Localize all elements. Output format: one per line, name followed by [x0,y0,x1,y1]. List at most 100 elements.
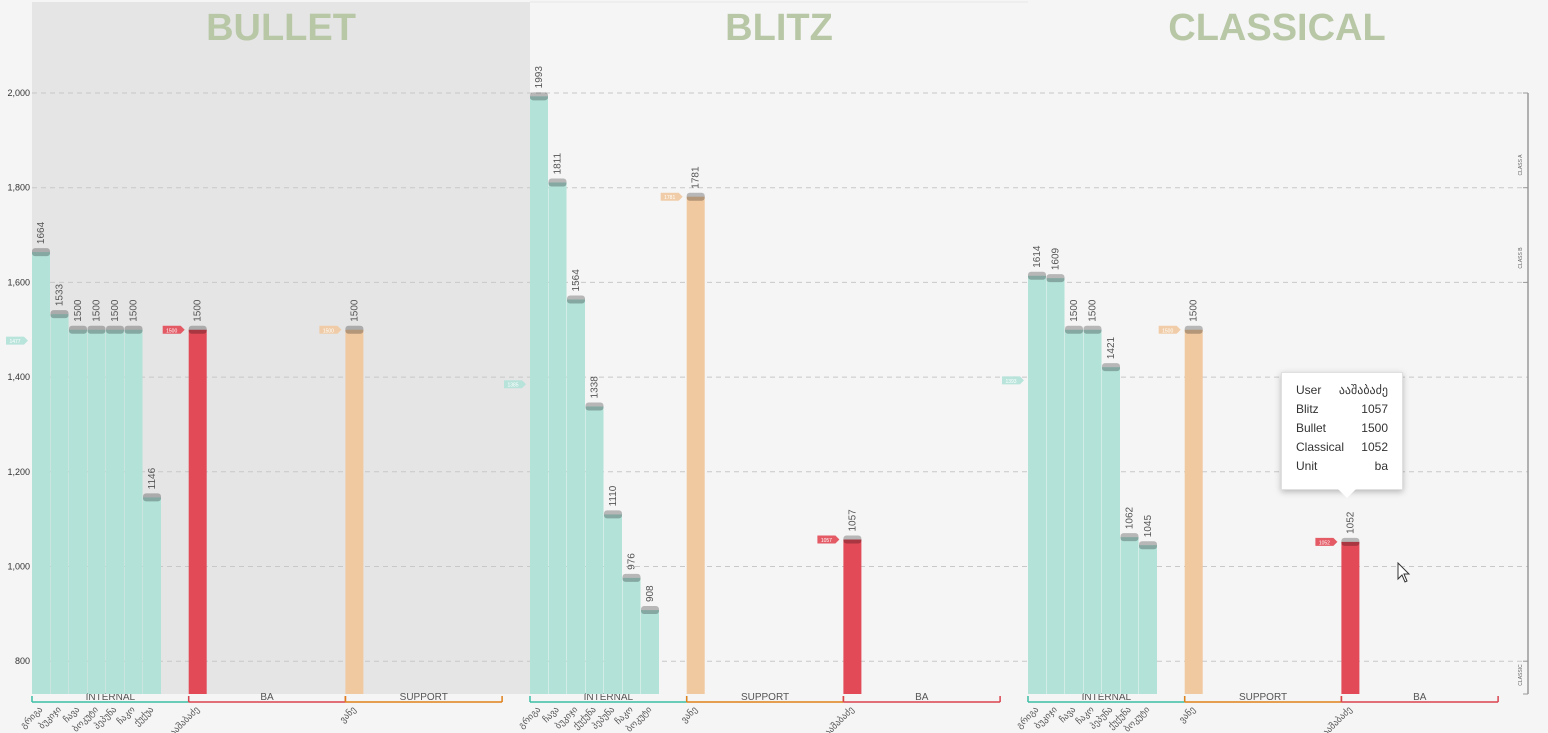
average-marker [660,192,683,201]
bar-cap [686,192,705,201]
average-marker [6,336,28,345]
value-label: 1500 [193,299,204,322]
group-label: INTERNAL [1082,692,1132,703]
value-label: 1500 [1088,299,1099,322]
panel-title: BULLET [206,7,356,49]
class-label: CLASSIC [1518,664,1524,686]
y-tick-label: 1,600 [7,277,30,287]
category-label: ვანე [679,704,700,725]
bar-cap [69,325,87,334]
bar [1139,545,1157,694]
tooltip-value: 1052 [1361,440,1388,454]
bar-cap [143,493,161,502]
tooltip-value: ააშაბაძე [1338,383,1388,397]
average-marker [504,380,526,389]
bar-cap [1028,271,1046,280]
bar [143,497,161,694]
bar [1184,329,1203,694]
bar [69,329,87,694]
bar [1028,275,1046,694]
value-label: 1338 [590,376,601,399]
average-label: 1052 [1319,540,1330,546]
bar-cap [1046,274,1065,283]
average-marker [817,535,840,544]
y-tick-label: 1,800 [7,183,30,193]
bar-cap [604,510,622,519]
bar-cap [1139,541,1157,550]
tooltip-key: Blitz [1296,402,1319,416]
category-label: ააშაბაძე [1321,704,1355,733]
mouse-cursor-icon [1397,562,1411,583]
average-label: 1477 [9,339,20,345]
value-label: 1045 [1143,515,1154,538]
group-label: BA [1413,692,1427,703]
bar-cap [1083,325,1102,334]
tooltip-key: User [1296,383,1322,397]
bar [1120,537,1139,694]
group-label: SUPPORT [1239,692,1287,703]
bar-cap [530,92,548,101]
tooltip-key: Unit [1296,459,1318,473]
value-label: 1500 [1189,299,1200,322]
bar [1083,329,1102,694]
tooltip-value: 1500 [1361,421,1388,435]
value-label: 1500 [73,299,84,322]
bar-cap [1341,537,1360,546]
class-label: CLASS A [1518,154,1524,176]
bar [530,96,548,694]
average-marker [319,325,342,334]
bar [1065,329,1083,694]
tooltip-value: ba [1374,459,1388,473]
bar [567,299,585,694]
bar-cap [567,295,585,304]
average-marker [162,325,185,334]
average-marker [1158,325,1181,334]
tooltip-key: Bullet [1296,421,1327,435]
category-label: ვანე [1177,704,1198,725]
average-marker [1002,376,1024,385]
bar [188,329,207,694]
value-label: 1564 [571,269,582,292]
bar [1341,541,1360,694]
group-label: BA [260,692,274,703]
tooltip-row-unit: Unit ba [1296,459,1388,477]
bar-cap [843,535,862,544]
category-label: ააშაბაძე [823,704,857,733]
value-label: 1500 [110,299,121,322]
value-label: 1500 [349,299,360,322]
value-label: 1500 [1069,299,1080,322]
average-label: 1500 [323,328,334,334]
average-label: 1500 [1162,328,1173,334]
bar-cap [188,325,207,334]
value-label: 1811 [553,153,564,175]
bar-cap [641,606,659,615]
value-label: 1993 [534,66,545,89]
y-tick-label: 2,000 [7,88,30,98]
tooltip-value: 1057 [1361,402,1388,416]
bar-cap [1184,325,1203,334]
value-label: 908 [645,585,656,602]
panel-title: CLASSICAL [1168,7,1385,49]
tooltip-row-classical: Classical 1052 [1296,440,1388,458]
bar [345,329,364,694]
value-label: 1110 [608,485,619,506]
average-marker [1315,537,1338,546]
value-label: 1057 [847,509,858,532]
bar-cap [1065,325,1083,334]
bar [1046,278,1065,694]
bar [548,182,567,694]
value-label: 1664 [36,221,47,244]
tooltip-key: Classical [1296,440,1345,454]
bar [87,329,106,694]
bar-cap [106,325,124,334]
bar-cap [1120,533,1139,542]
group-label: SUPPORT [741,692,789,703]
bar [585,406,604,694]
value-label: 1781 [691,166,702,189]
bar [686,196,705,694]
group-label: SUPPORT [400,692,448,703]
value-label: 1146 [147,467,158,489]
panel-title: BLITZ [725,7,833,49]
tooltip-row-bullet: Bullet 1500 [1296,421,1388,439]
group-label: INTERNAL [584,692,634,703]
